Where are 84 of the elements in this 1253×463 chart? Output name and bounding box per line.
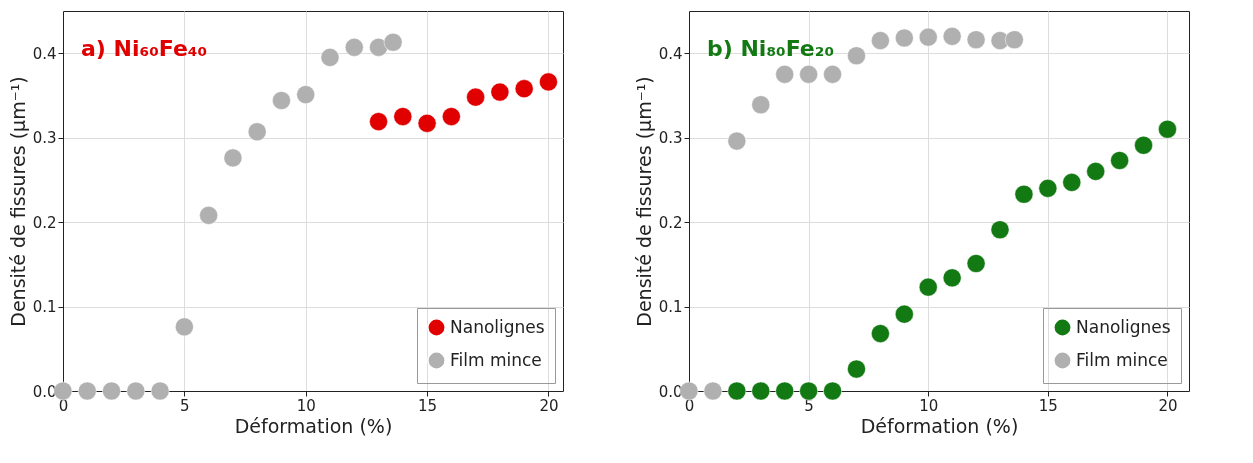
point [942, 268, 962, 288]
point [966, 254, 986, 273]
y-tick-label: 0.0 [32, 382, 57, 401]
y-tick-label: 0.4 [658, 44, 683, 63]
point [918, 277, 938, 297]
point [775, 65, 795, 84]
point [775, 381, 795, 401]
point [490, 82, 510, 102]
point [223, 148, 243, 168]
point [320, 48, 340, 67]
point [966, 30, 986, 50]
point [199, 206, 218, 225]
text: a) Ni₆₀Fe₄₀ [81, 36, 208, 61]
y-axis-title: Densité de fissures (µm⁻¹) [632, 76, 655, 327]
y-tick-label: 0.3 [32, 129, 57, 148]
point [823, 381, 842, 401]
point [466, 87, 485, 107]
x-tick-label: 15 [1038, 396, 1058, 415]
point [847, 359, 866, 379]
point [247, 122, 267, 142]
point [751, 95, 771, 115]
point [383, 32, 403, 52]
x-tick-label: 5 [804, 396, 814, 415]
point [539, 72, 558, 92]
x-tick-label: 10 [296, 396, 316, 415]
point [369, 38, 388, 57]
point [918, 27, 938, 47]
x-tick-label: 0 [684, 396, 695, 415]
point [727, 131, 747, 151]
point [442, 107, 461, 126]
text: b) Ni₈₀Fe₂₀ [707, 36, 835, 61]
point [102, 381, 121, 401]
y-tick-label: 0.3 [658, 129, 683, 148]
point [703, 381, 723, 401]
point [847, 46, 866, 66]
point [150, 381, 170, 401]
y-tick-label: 0.0 [658, 382, 683, 401]
point [1005, 30, 1024, 50]
point [1062, 173, 1082, 192]
point [751, 381, 771, 401]
y-tick-label: 0.2 [658, 213, 683, 232]
y-tick-label: 0.1 [32, 298, 57, 317]
point [1134, 135, 1153, 155]
point [942, 27, 962, 46]
point [871, 31, 890, 50]
point [296, 85, 316, 104]
point [823, 65, 842, 84]
x-tick-label: 15 [418, 396, 438, 415]
point [1038, 179, 1058, 198]
y-axis-title: Densité de fissures (µm⁻¹) [6, 76, 29, 327]
x-axis-title: Déformation (%) [234, 414, 393, 437]
point [894, 28, 914, 48]
point [369, 112, 388, 131]
y-tick-label: 0.2 [32, 213, 57, 232]
x-axis-title: Déformation (%) [860, 414, 1019, 437]
point [799, 381, 818, 401]
legend-label: Nanolignes [450, 316, 545, 337]
legend-label: Film mince [1076, 349, 1168, 370]
y-tick-label: 0.4 [32, 44, 57, 63]
legend-label: Film mince [450, 349, 542, 370]
point [126, 381, 146, 401]
y-tick-label: 0.1 [658, 298, 683, 317]
x-tick-label: 20 [539, 396, 559, 415]
point [1086, 162, 1106, 181]
point [799, 65, 818, 84]
point [272, 91, 291, 110]
point [417, 114, 437, 133]
point [344, 38, 364, 57]
x-tick-label: 5 [180, 396, 190, 415]
point [871, 324, 890, 343]
point [990, 220, 1010, 240]
legend-label: Nanolignes [1076, 316, 1171, 337]
point [1110, 151, 1129, 170]
point [727, 381, 747, 401]
x-tick-label: 10 [919, 396, 939, 415]
point [1014, 184, 1034, 204]
point [77, 381, 97, 401]
point [175, 317, 194, 337]
point [894, 304, 914, 324]
x-tick-label: 20 [1158, 396, 1178, 415]
point [393, 107, 413, 126]
x-tick-label: 0 [58, 396, 69, 415]
point [514, 79, 534, 98]
point [1158, 119, 1177, 139]
